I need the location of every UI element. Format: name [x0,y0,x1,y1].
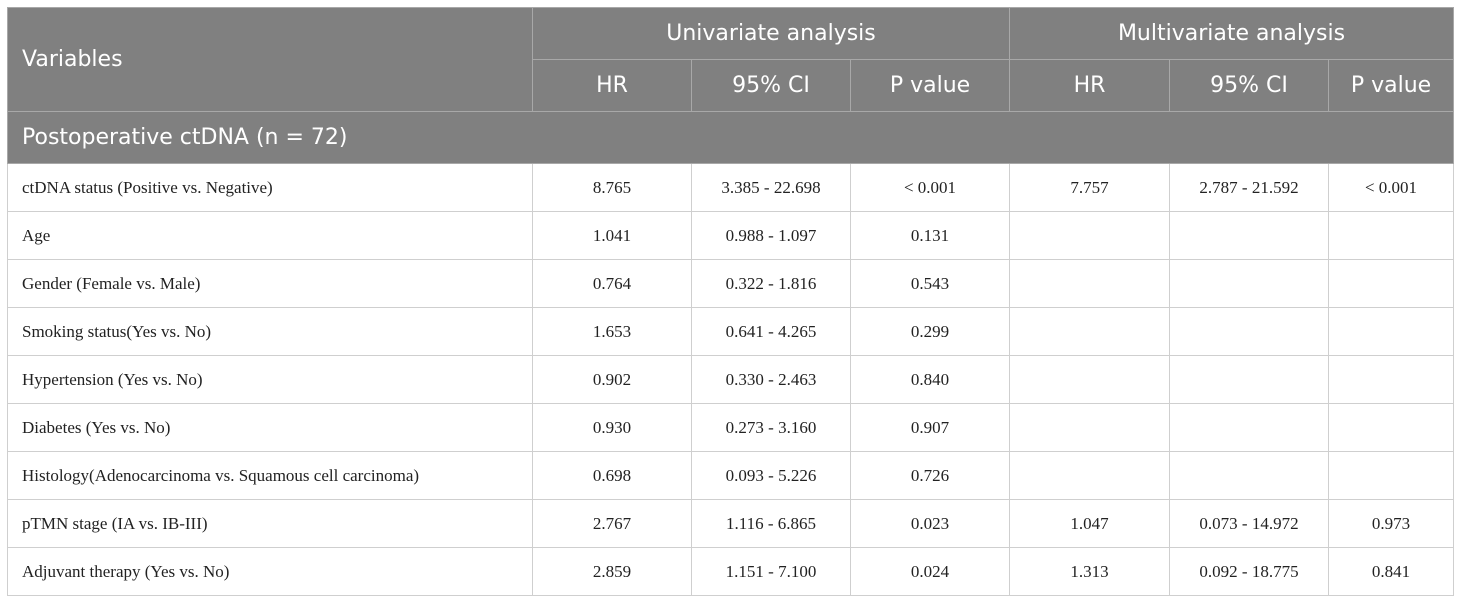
cell-univariate-hr: 8.765 [532,163,692,212]
cell-multivariate-p-value: 0.973 [1328,499,1455,548]
cell-univariate-p-value: 0.024 [849,547,1011,596]
cell-univariate-ci: 0.273 - 3.160 [691,403,851,452]
cell-multivariate-p-value [1328,259,1455,308]
cell-multivariate-p-value [1328,211,1455,260]
cell-univariate-ci: 0.322 - 1.816 [691,259,851,308]
cell-univariate-p-value: 0.907 [849,403,1011,452]
table-row: Hypertension (Yes vs. No) 0.902 0.330 - … [7,355,1455,404]
cell-univariate-p-value: 0.023 [849,499,1011,548]
cell-multivariate-ci: 2.787 - 21.592 [1169,163,1330,212]
cell-multivariate-hr: 1.313 [1009,547,1171,596]
cell-univariate-ci: 0.641 - 4.265 [691,307,851,356]
cox-regression-table: Variables Univariate analysis Multivaria… [6,7,1455,596]
cell-univariate-p-value: 0.726 [849,451,1011,500]
table-row: pTMN stage (IA vs. IB-III) 2.767 1.116 -… [7,499,1455,548]
cell-univariate-hr: 2.767 [532,499,692,548]
cell-variable: ctDNA status (Positive vs. Negative) [7,163,533,212]
cell-multivariate-hr [1009,259,1171,308]
cell-univariate-ci: 1.151 - 7.100 [691,547,851,596]
cell-univariate-p-value: 0.840 [849,355,1011,404]
cell-multivariate-ci [1169,355,1330,404]
cell-multivariate-hr [1009,403,1171,452]
cell-multivariate-ci: 0.092 - 18.775 [1169,547,1330,596]
cell-multivariate-p-value [1328,355,1455,404]
cell-variable: Adjuvant therapy (Yes vs. No) [7,547,533,596]
cell-multivariate-ci [1169,259,1330,308]
cell-multivariate-p-value: 0.841 [1328,547,1455,596]
header-univariate-ci: 95% CI [691,59,851,112]
header-variables: Variables [7,7,533,112]
cell-univariate-ci: 0.093 - 5.226 [691,451,851,500]
cell-multivariate-hr [1009,451,1171,500]
cell-univariate-hr: 1.653 [532,307,692,356]
table-row: Adjuvant therapy (Yes vs. No) 2.859 1.15… [7,547,1455,596]
cell-univariate-p-value: < 0.001 [849,163,1011,212]
cell-multivariate-p-value: < 0.001 [1328,163,1455,212]
cell-univariate-hr: 0.764 [532,259,692,308]
cell-multivariate-p-value [1328,307,1455,356]
cell-multivariate-hr [1009,355,1171,404]
cell-variable: Histology(Adenocarcinoma vs. Squamous ce… [7,451,533,500]
header-univariate-analysis: Univariate analysis [531,7,1011,60]
cell-univariate-hr: 0.698 [532,451,692,500]
header-multivariate-analysis: Multivariate analysis [1009,7,1455,60]
cell-variable: Smoking status(Yes vs. No) [7,307,533,356]
cell-multivariate-hr [1009,307,1171,356]
header-univariate-p-value: P value [849,59,1011,112]
cell-univariate-ci: 0.988 - 1.097 [691,211,851,260]
cell-univariate-ci: 0.330 - 2.463 [691,355,851,404]
section-row: Postoperative ctDNA (n = 72) [6,111,1455,164]
cell-univariate-hr: 2.859 [532,547,692,596]
cell-multivariate-hr: 1.047 [1009,499,1171,548]
table-row: Histology(Adenocarcinoma vs. Squamous ce… [7,451,1455,500]
cell-variable: Diabetes (Yes vs. No) [7,403,533,452]
table-header: Variables Univariate analysis Multivaria… [7,7,1455,112]
cell-multivariate-ci [1169,403,1330,452]
cell-univariate-hr: 0.930 [532,403,692,452]
cell-multivariate-ci [1169,307,1330,356]
cell-univariate-p-value: 0.131 [849,211,1011,260]
cell-multivariate-hr [1009,211,1171,260]
table-row: Smoking status(Yes vs. No) 1.653 0.641 -… [7,307,1455,356]
regression-table-container: Variables Univariate analysis Multivaria… [6,7,1455,596]
header-multivariate-hr: HR [1009,59,1171,112]
cell-variable: Gender (Female vs. Male) [7,259,533,308]
table-row: Gender (Female vs. Male) 0.764 0.322 - 1… [7,259,1455,308]
cell-multivariate-ci [1169,211,1330,260]
cell-univariate-ci: 1.116 - 6.865 [691,499,851,548]
header-multivariate-ci: 95% CI [1169,59,1330,112]
cell-univariate-hr: 1.041 [532,211,692,260]
table-row: Diabetes (Yes vs. No) 0.930 0.273 - 3.16… [7,403,1455,452]
cell-variable: Hypertension (Yes vs. No) [7,355,533,404]
table-row: Age 1.041 0.988 - 1.097 0.131 [7,211,1455,260]
cell-variable: Age [7,211,533,260]
header-multivariate-p-value: P value [1328,59,1455,112]
cell-univariate-p-value: 0.299 [849,307,1011,356]
cell-univariate-p-value: 0.543 [849,259,1011,308]
cell-multivariate-hr: 7.757 [1009,163,1171,212]
table-row: ctDNA status (Positive vs. Negative) 8.7… [7,163,1455,212]
cell-multivariate-ci [1169,451,1330,500]
header-univariate-hr: HR [532,59,692,112]
cell-multivariate-p-value [1328,403,1455,452]
cell-multivariate-p-value [1328,451,1455,500]
table-body: Postoperative ctDNA (n = 72) ctDNA statu… [6,111,1455,596]
cell-variable: pTMN stage (IA vs. IB-III) [7,499,533,548]
cell-univariate-hr: 0.902 [532,355,692,404]
section-title: Postoperative ctDNA (n = 72) [6,111,1455,164]
cell-multivariate-ci: 0.073 - 14.972 [1169,499,1330,548]
cell-univariate-ci: 3.385 - 22.698 [691,163,851,212]
